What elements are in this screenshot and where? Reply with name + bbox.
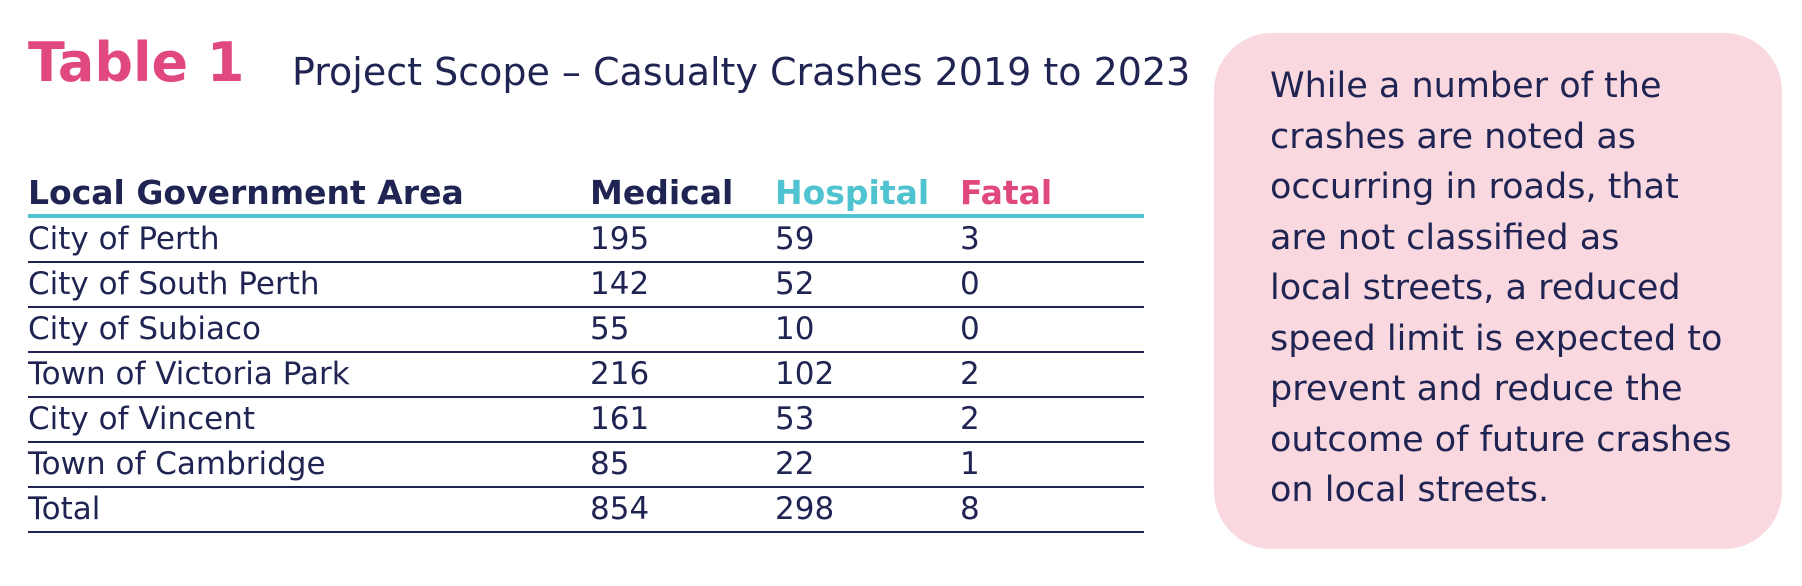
cell-fatal: 1 — [960, 442, 1144, 488]
cell-fatal: 0 — [960, 262, 1144, 308]
column-header-medical: Medical — [590, 172, 775, 218]
cell-medical: 195 — [590, 216, 775, 263]
callout-line: prevent and reduce the — [1270, 369, 1683, 409]
callout-line: on local streets. — [1270, 470, 1550, 510]
cell-lga: Town of Cambridge — [28, 442, 590, 488]
cell-medical: 55 — [590, 307, 775, 353]
cell-medical: 142 — [590, 262, 775, 308]
cell-fatal: 2 — [960, 397, 1144, 443]
cell-lga: City of Perth — [28, 216, 590, 263]
cell-hospital: 52 — [775, 262, 960, 308]
cell-hospital: 102 — [775, 352, 960, 398]
cell-lga: Total — [28, 487, 590, 533]
cell-hospital: 10 — [775, 307, 960, 353]
column-header-hospital: Hospital — [775, 172, 960, 218]
table-row: City of South Perth 142 52 0 — [28, 262, 1144, 308]
table-row: City of Perth 195 59 3 — [28, 216, 1144, 263]
table-total-row: Total 854 298 8 — [28, 487, 1144, 533]
cell-hospital: 298 — [775, 487, 960, 533]
table-row: Town of Victoria Park 216 102 2 — [28, 352, 1144, 398]
cell-medical: 85 — [590, 442, 775, 488]
cell-medical: 216 — [590, 352, 775, 398]
callout-line: outcome of future crashes — [1270, 419, 1732, 460]
cell-hospital: 53 — [775, 397, 960, 443]
table-row: City of Vincent 161 53 2 — [28, 397, 1144, 443]
callout-text: While a number of the crashes are noted … — [1270, 61, 1740, 516]
cell-medical: 161 — [590, 397, 775, 443]
callout-box: While a number of the crashes are noted … — [1214, 33, 1782, 549]
cell-hospital: 22 — [775, 442, 960, 488]
cell-fatal: 0 — [960, 307, 1144, 353]
cell-lga: Town of Victoria Park — [28, 352, 590, 398]
cell-fatal: 8 — [960, 487, 1144, 533]
cell-fatal: 2 — [960, 352, 1144, 398]
table-label: Table 1 — [28, 31, 245, 94]
cell-lga: City of Vincent — [28, 397, 590, 443]
callout-line: local streets, a reduced — [1270, 268, 1681, 308]
column-header-lga: Local Government Area — [28, 172, 590, 218]
callout-line: speed limit is expected to — [1270, 318, 1723, 359]
cell-lga: City of Subiaco — [28, 307, 590, 353]
callout-line: occurring in roads, that — [1270, 167, 1679, 207]
callout-line: are not classified as — [1270, 217, 1620, 258]
cell-medical: 854 — [590, 487, 775, 533]
table-header-row: Local Government Area Medical Hospital F… — [28, 172, 1144, 218]
cell-lga: City of South Perth — [28, 262, 590, 308]
table-title: Project Scope – Casualty Crashes 2019 to… — [292, 50, 1191, 94]
callout-line: While a number of the — [1270, 66, 1662, 106]
cell-fatal: 3 — [960, 216, 1144, 263]
casualty-crashes-table: Local Government Area Medical Hospital F… — [28, 172, 1144, 533]
table-row: Town of Cambridge 85 22 1 — [28, 442, 1144, 488]
cell-hospital: 59 — [775, 216, 960, 263]
table-row: City of Subiaco 55 10 0 — [28, 307, 1144, 353]
callout-line: crashes are noted as — [1270, 116, 1636, 157]
column-header-fatal: Fatal — [960, 172, 1144, 218]
